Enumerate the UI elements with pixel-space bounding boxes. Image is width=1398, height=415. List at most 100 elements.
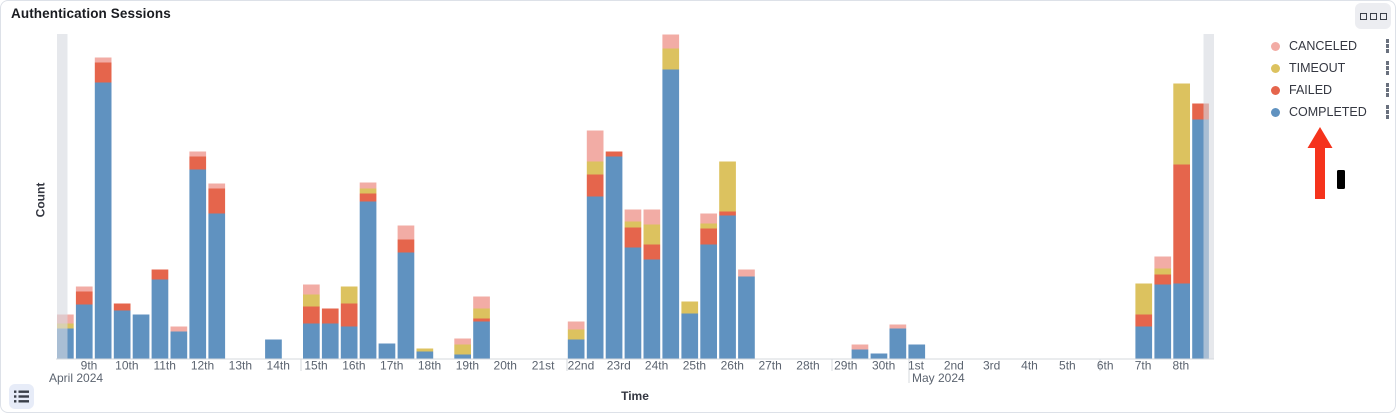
bar-segment-completed[interactable] <box>567 339 585 359</box>
bar-segment-completed[interactable] <box>113 310 131 359</box>
bar-segment-completed[interactable] <box>870 353 888 359</box>
bar-segment-completed[interactable] <box>454 354 471 359</box>
bar-segment-canceled[interactable] <box>75 286 93 292</box>
bar-segment-completed[interactable] <box>1173 283 1190 359</box>
bar-segment-canceled[interactable] <box>397 225 415 240</box>
bar-segment-failed[interactable] <box>151 269 169 280</box>
bar-segment-canceled[interactable] <box>700 213 717 224</box>
bar-segment-completed[interactable] <box>473 321 490 359</box>
panel-options-button[interactable] <box>1355 3 1391 29</box>
bar-segment-timeout[interactable] <box>700 223 717 229</box>
bar-segment-failed[interactable] <box>75 291 93 305</box>
bar-segment-completed[interactable] <box>643 259 661 359</box>
bar-segment-canceled[interactable] <box>567 321 585 330</box>
bar-segment-failed[interactable] <box>208 188 226 214</box>
bar-segment-canceled[interactable] <box>189 151 207 157</box>
bar-segment-failed[interactable] <box>624 227 642 248</box>
bar-segment-canceled[interactable] <box>454 338 471 345</box>
bar-segment-canceled[interactable] <box>662 34 680 49</box>
bar-segment-completed[interactable] <box>662 69 680 359</box>
bar-segment-completed[interactable] <box>132 314 150 359</box>
bar-segment-failed[interactable] <box>1154 274 1172 285</box>
bar-segment-completed[interactable] <box>303 323 320 359</box>
bar-segment-canceled[interactable] <box>643 209 661 225</box>
bar-segment-completed[interactable] <box>189 169 207 359</box>
bar-segment-timeout[interactable] <box>1173 83 1190 165</box>
bar-segment-completed[interactable] <box>359 201 377 359</box>
bar-segment-canceled[interactable] <box>170 326 188 332</box>
bar-segment-completed[interactable] <box>208 213 226 359</box>
bar-segment-canceled[interactable] <box>303 284 320 295</box>
legend-item-actions-icon[interactable] <box>1384 103 1392 121</box>
bar-segment-failed[interactable] <box>473 318 490 322</box>
bar-segment-completed[interactable] <box>605 156 623 359</box>
bar-segment-timeout[interactable] <box>359 188 377 194</box>
bar-segment-failed[interactable] <box>605 151 623 157</box>
bar-segment-completed[interactable] <box>851 349 869 359</box>
bar-segment-failed[interactable] <box>397 239 415 253</box>
bar-segment-timeout[interactable] <box>643 224 661 245</box>
bar-segment-completed[interactable] <box>908 344 926 359</box>
bar-segment-timeout[interactable] <box>719 161 736 212</box>
bar-segment-canceled[interactable] <box>624 209 642 222</box>
bar-segment-failed[interactable] <box>700 228 717 245</box>
bar-segment-completed[interactable] <box>265 339 282 359</box>
bar-segment-failed[interactable] <box>321 308 339 324</box>
bar-segment-completed[interactable] <box>738 276 755 359</box>
bar-segment-canceled[interactable] <box>738 269 755 277</box>
bar-segment-completed[interactable] <box>700 244 717 359</box>
legend-toggle-button[interactable] <box>9 384 34 409</box>
legend-item-completed[interactable]: COMPLETED <box>1263 103 1393 121</box>
bar-segment-timeout[interactable] <box>662 48 680 70</box>
bar-segment-timeout[interactable] <box>586 161 604 175</box>
bar-segment-failed[interactable] <box>359 193 377 202</box>
bar-segment-completed[interactable] <box>151 279 169 359</box>
bar-segment-failed[interactable] <box>340 303 358 327</box>
bar-segment-completed[interactable] <box>889 328 907 359</box>
bar-segment-canceled[interactable] <box>473 296 490 309</box>
bar-segment-failed[interactable] <box>189 156 207 170</box>
bar-segment-canceled[interactable] <box>586 130 604 162</box>
bar-segment-completed[interactable] <box>378 343 396 359</box>
bar-segment-completed[interactable] <box>1135 326 1153 359</box>
bar-segment-failed[interactable] <box>1135 314 1153 327</box>
bar-segment-failed[interactable] <box>303 306 320 324</box>
bar-segment-canceled[interactable] <box>94 57 112 63</box>
bar-segment-timeout[interactable] <box>473 308 490 319</box>
legend-item-timeout[interactable]: TIMEOUT <box>1263 59 1393 77</box>
bar-segment-failed[interactable] <box>1173 164 1190 284</box>
bar-segment-canceled[interactable] <box>851 344 869 350</box>
bar-segment-timeout[interactable] <box>454 344 471 355</box>
bar-segment-failed[interactable] <box>113 303 131 311</box>
bar-segment-canceled[interactable] <box>1154 256 1172 269</box>
bar-segment-completed[interactable] <box>340 326 358 359</box>
legend-item-failed[interactable]: FAILED <box>1263 81 1393 99</box>
bar-segment-failed[interactable] <box>643 244 661 260</box>
bar-segment-timeout[interactable] <box>1135 283 1153 315</box>
bar-segment-failed[interactable] <box>586 174 604 197</box>
bar-segment-completed[interactable] <box>170 331 188 359</box>
bar-segment-completed[interactable] <box>397 252 415 359</box>
bar-segment-timeout[interactable] <box>624 221 642 228</box>
bar-segment-canceled[interactable] <box>359 182 377 189</box>
bar-segment-completed[interactable] <box>681 313 699 359</box>
bar-segment-timeout[interactable] <box>340 286 358 304</box>
legend-item-actions-icon[interactable] <box>1384 59 1392 77</box>
bar-segment-timeout[interactable] <box>416 348 434 352</box>
bar-segment-completed[interactable] <box>624 247 642 359</box>
bar-segment-failed[interactable] <box>719 211 736 216</box>
bar-segment-completed[interactable] <box>586 196 604 359</box>
bar-segment-failed[interactable] <box>94 62 112 83</box>
bar-segment-timeout[interactable] <box>681 301 699 314</box>
legend-item-actions-icon[interactable] <box>1384 37 1392 55</box>
bar-segment-completed[interactable] <box>1154 284 1172 359</box>
bar-segment-canceled[interactable] <box>208 183 226 189</box>
legend-item-canceled[interactable]: CANCELED <box>1263 37 1393 55</box>
bar-segment-completed[interactable] <box>719 215 736 359</box>
bar-segment-completed[interactable] <box>321 323 339 359</box>
bar-segment-canceled[interactable] <box>889 324 907 329</box>
bar-segment-completed[interactable] <box>94 82 112 359</box>
legend-item-actions-icon[interactable] <box>1384 81 1392 99</box>
bar-segment-timeout[interactable] <box>1154 268 1172 275</box>
